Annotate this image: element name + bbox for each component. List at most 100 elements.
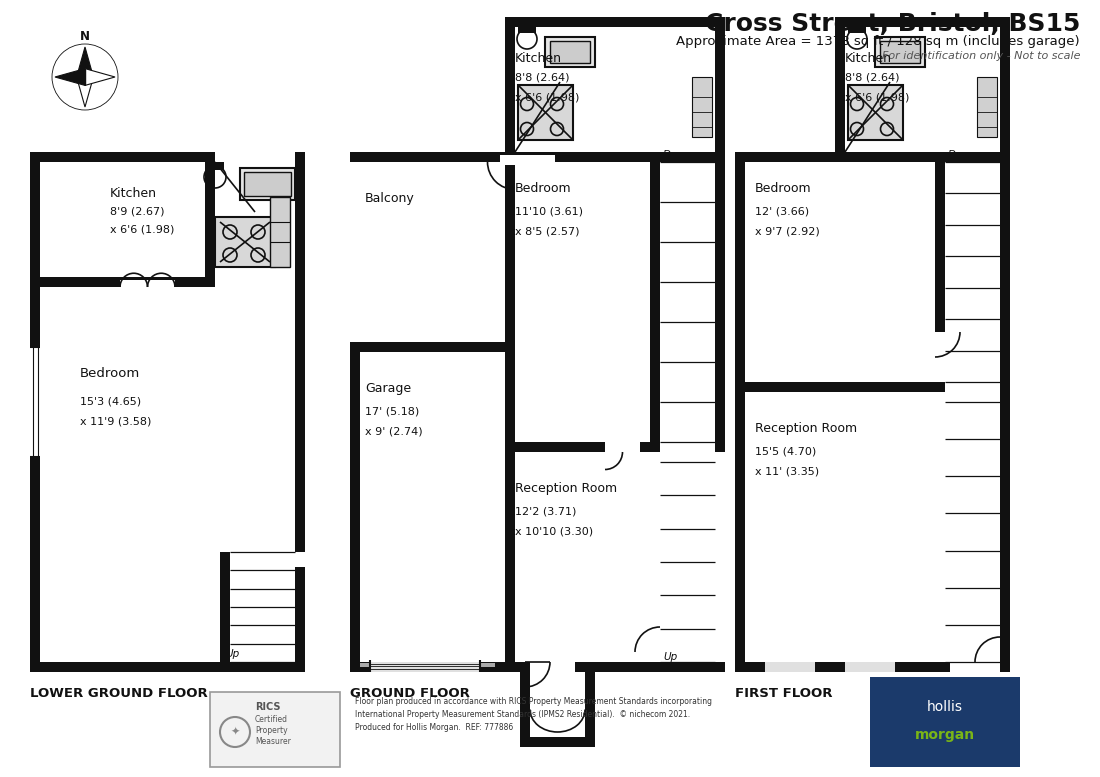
- Bar: [205, 152, 214, 287]
- Bar: [295, 152, 305, 287]
- Text: Reception Room: Reception Room: [755, 422, 857, 435]
- Text: Bedroom: Bedroom: [755, 182, 812, 195]
- Bar: [270, 197, 290, 267]
- Bar: [350, 342, 505, 352]
- Bar: [650, 602, 660, 652]
- Bar: [30, 662, 305, 672]
- Bar: [935, 152, 945, 392]
- Text: x 9'7 (2.92): x 9'7 (2.92): [755, 227, 820, 237]
- Text: x 11'9 (3.58): x 11'9 (3.58): [80, 417, 152, 427]
- Text: 12' (3.66): 12' (3.66): [755, 207, 810, 217]
- Bar: [550, 41, 590, 63]
- Bar: [950, 662, 1000, 672]
- Bar: [350, 342, 360, 672]
- Bar: [30, 152, 40, 672]
- Polygon shape: [77, 77, 94, 107]
- Bar: [544, 37, 595, 67]
- Bar: [715, 152, 725, 452]
- Text: Balcony: Balcony: [365, 192, 415, 205]
- Bar: [30, 152, 214, 162]
- Bar: [880, 41, 920, 63]
- Text: x 6'6 (1.98): x 6'6 (1.98): [110, 225, 175, 235]
- Bar: [518, 27, 536, 33]
- Polygon shape: [77, 47, 94, 77]
- Text: x 11' (3.35): x 11' (3.35): [755, 467, 820, 477]
- Bar: [206, 162, 224, 170]
- Bar: [874, 37, 925, 67]
- Bar: [500, 155, 556, 165]
- Bar: [848, 27, 866, 33]
- Polygon shape: [85, 68, 116, 85]
- Bar: [210, 692, 340, 767]
- Bar: [295, 567, 305, 672]
- Bar: [585, 662, 595, 747]
- Text: 8'8 (2.64): 8'8 (2.64): [845, 72, 900, 82]
- Bar: [30, 277, 205, 287]
- Bar: [30, 347, 40, 457]
- Text: Kitchen: Kitchen: [515, 52, 562, 65]
- Text: Cross Street, Bristol, BS15: Cross Street, Bristol, BS15: [705, 12, 1080, 36]
- Text: x 9' (2.74): x 9' (2.74): [365, 427, 422, 437]
- Text: ✦: ✦: [230, 727, 240, 737]
- Bar: [525, 662, 575, 672]
- Text: x 6'6 (1.98): x 6'6 (1.98): [515, 92, 580, 102]
- Bar: [735, 152, 745, 672]
- Bar: [735, 662, 1010, 672]
- Bar: [1000, 17, 1010, 152]
- Bar: [848, 85, 903, 140]
- Bar: [505, 662, 725, 672]
- Bar: [835, 17, 845, 152]
- Bar: [505, 17, 725, 27]
- Bar: [350, 662, 505, 672]
- Text: For identification only - Not to scale: For identification only - Not to scale: [881, 51, 1080, 61]
- Text: RICS: RICS: [255, 702, 280, 712]
- Text: LOWER GROUND FLOOR: LOWER GROUND FLOOR: [30, 687, 208, 700]
- Bar: [505, 152, 515, 672]
- Bar: [692, 77, 712, 137]
- Bar: [520, 662, 530, 747]
- Text: 11'10 (3.61): 11'10 (3.61): [515, 207, 583, 217]
- Bar: [870, 677, 1020, 767]
- Bar: [735, 152, 1010, 162]
- Text: Kitchen: Kitchen: [845, 52, 892, 65]
- Bar: [520, 737, 595, 747]
- Text: Down: Down: [948, 150, 978, 160]
- Text: x 8'5 (2.57): x 8'5 (2.57): [515, 227, 580, 237]
- Bar: [240, 168, 295, 200]
- Bar: [935, 332, 945, 382]
- Text: Kitchen: Kitchen: [110, 187, 157, 200]
- Bar: [220, 552, 230, 672]
- Text: 15'5 (4.70): 15'5 (4.70): [755, 447, 816, 457]
- Bar: [1000, 392, 1010, 672]
- Text: 12'2 (3.71): 12'2 (3.71): [515, 507, 576, 517]
- Bar: [295, 287, 305, 552]
- Text: Property: Property: [255, 726, 287, 735]
- Bar: [360, 663, 495, 667]
- Text: Down: Down: [663, 150, 693, 160]
- Text: x 6'6 (1.98): x 6'6 (1.98): [845, 92, 910, 102]
- Text: FIRST FLOOR: FIRST FLOOR: [735, 687, 833, 700]
- Bar: [370, 662, 480, 672]
- Text: morgan: morgan: [915, 728, 975, 742]
- Text: 17' (5.18): 17' (5.18): [365, 407, 419, 417]
- Bar: [605, 442, 640, 452]
- Bar: [715, 17, 725, 152]
- Bar: [735, 382, 935, 392]
- Text: Approximate Area = 1378 sq ft / 128 sq m (includes garage): Approximate Area = 1378 sq ft / 128 sq m…: [676, 35, 1080, 48]
- Bar: [505, 17, 515, 152]
- Text: Up: Up: [226, 649, 240, 659]
- Bar: [350, 152, 725, 162]
- Text: Bedroom: Bedroom: [80, 367, 141, 380]
- Text: 8'8 (2.64): 8'8 (2.64): [515, 72, 570, 82]
- Text: Floor plan produced in accordance with RICS Property Measurement Standards incor: Floor plan produced in accordance with R…: [355, 697, 712, 733]
- Text: x 10'10 (3.30): x 10'10 (3.30): [515, 527, 593, 537]
- Bar: [764, 662, 815, 672]
- Text: 8'9 (2.67): 8'9 (2.67): [110, 207, 165, 217]
- Bar: [845, 662, 895, 672]
- Bar: [977, 77, 997, 137]
- Bar: [244, 172, 292, 196]
- Bar: [1000, 392, 1010, 672]
- Text: Bedroom: Bedroom: [515, 182, 572, 195]
- Polygon shape: [55, 68, 85, 85]
- Bar: [650, 152, 660, 452]
